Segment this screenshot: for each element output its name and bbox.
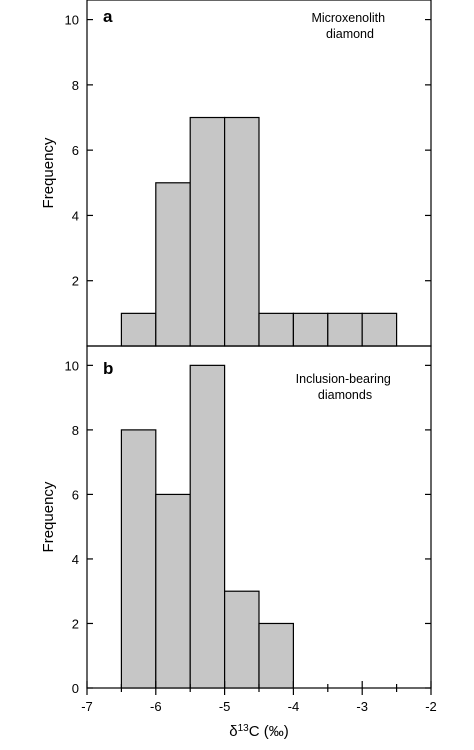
- panel-b-x-ticks: -7 -6 -5 -4 -3 -2: [81, 681, 437, 714]
- panel-b-y-ticks: 0 2 4 6 8 10: [65, 358, 431, 696]
- panel-b-bar-4: [224, 590, 260, 689]
- panel-b-y-tick-label-4: 4: [72, 552, 79, 567]
- panel-b-bar-5: [258, 622, 295, 689]
- panel-a-y-ticks: 2 4 6 8 10: [65, 13, 431, 289]
- panel-a: 2 4 6 8 10 a Microxenolith diamond Frequency: [40, 0, 432, 347]
- panel-a-y-tick-label-8: 8: [72, 78, 79, 93]
- panel-a-y-axis-label: Frequency: [40, 137, 57, 208]
- panel-b-title-line-2: diamonds: [318, 388, 372, 402]
- panel-a-bar-1: [120, 312, 157, 347]
- panel-b-title: Inclusion-bearing diamonds: [296, 372, 395, 402]
- panel-a-bar-5: [258, 312, 295, 347]
- panel-b-x-tick-label--5: -5: [219, 699, 231, 714]
- panel-a-bar-3: [189, 116, 226, 347]
- panel-b-bar-1: [120, 429, 157, 689]
- panel-a-y-tick-label-10: 10: [65, 13, 79, 28]
- panel-b-x-tick-label--3: -3: [356, 699, 368, 714]
- panel-a-y-tick-label-6: 6: [72, 143, 79, 158]
- panel-b-y-tick-label-8: 8: [72, 423, 79, 438]
- panel-a-title-line-1: Microxenolith: [311, 11, 385, 25]
- x-axis-label: δ13C (‰): [229, 723, 288, 741]
- panel-b-letter: b: [103, 359, 113, 378]
- panel-b-x-tick-label--7: -7: [81, 699, 93, 714]
- panel-b-bars: [120, 364, 295, 689]
- panel-a-title: Microxenolith diamond: [311, 11, 388, 41]
- panel-a-y-tick-label-2: 2: [72, 274, 79, 289]
- panel-a-title-line-2: diamond: [326, 27, 374, 41]
- panel-b-y-tick-label-0: 0: [72, 681, 79, 696]
- panel-b-x-tick-label--4: -4: [288, 699, 300, 714]
- panel-a-y-tick-label-4: 4: [72, 208, 79, 223]
- panel-a-bar-2: [155, 182, 191, 347]
- x-axis-label-base: δ: [229, 723, 237, 740]
- panel-b-bar-3: [189, 364, 226, 689]
- panel-b-y-axis-label: Frequency: [40, 481, 57, 552]
- panel-a-bar-7: [327, 312, 363, 347]
- panel-b-bar-2: [155, 493, 191, 689]
- panel-b-y-tick-label-10: 10: [65, 358, 79, 373]
- x-axis-label-superscript: 13: [238, 723, 250, 734]
- panel-b-y-tick-label-6: 6: [72, 487, 79, 502]
- panel-b: 0 2 4 6 8 10 -7 -6 -5 -4 -3 -2 b Inclusion-bearing…: [40, 345, 437, 741]
- panel-a-bar-4: [224, 116, 260, 347]
- panel-b-x-tick-label--6: -6: [150, 699, 162, 714]
- panel-a-bar-6: [292, 312, 329, 347]
- x-axis-label-rest: C (‰): [249, 723, 289, 740]
- panel-b-x-tick-label--2: -2: [425, 699, 437, 714]
- panel-b-title-line-1: Inclusion-bearing: [296, 372, 391, 386]
- panel-a-bar-8: [361, 312, 398, 347]
- panel-b-y-tick-label-2: 2: [72, 616, 79, 631]
- panel-a-bars: [120, 116, 398, 347]
- panel-a-letter: a: [103, 7, 113, 26]
